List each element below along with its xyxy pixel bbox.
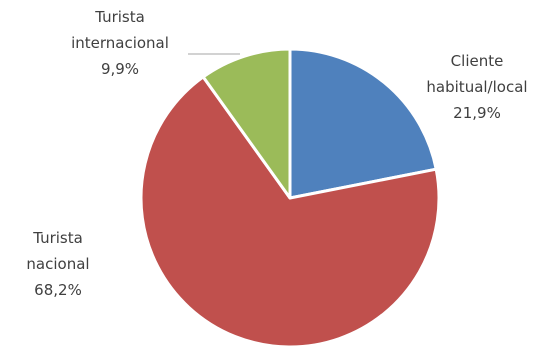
slice-label-1: Turista nacional 68,2% [26,229,89,299]
slice-category-label-0: Cliente [451,52,504,70]
slice-label-0: Cliente habitual/local 21,9% [426,52,527,122]
pie-slice-0 [288,47,438,200]
slice-label-2: Turista internacional 9,9% [71,8,169,78]
pie-slice-2 [201,47,292,200]
slice-value-label-0: 21,9% [453,104,501,122]
slice-category-label-2: internacional [71,34,169,52]
slice-category-label-0: habitual/local [426,78,527,96]
slice-category-label-1: Turista [32,229,83,247]
pie-slice-1 [139,75,441,349]
slice-value-label-1: 68,2% [34,281,82,299]
slice-category-label-1: nacional [26,255,89,273]
slice-value-label-2: 9,9% [101,60,139,78]
slice-category-label-2: Turista [94,8,145,26]
